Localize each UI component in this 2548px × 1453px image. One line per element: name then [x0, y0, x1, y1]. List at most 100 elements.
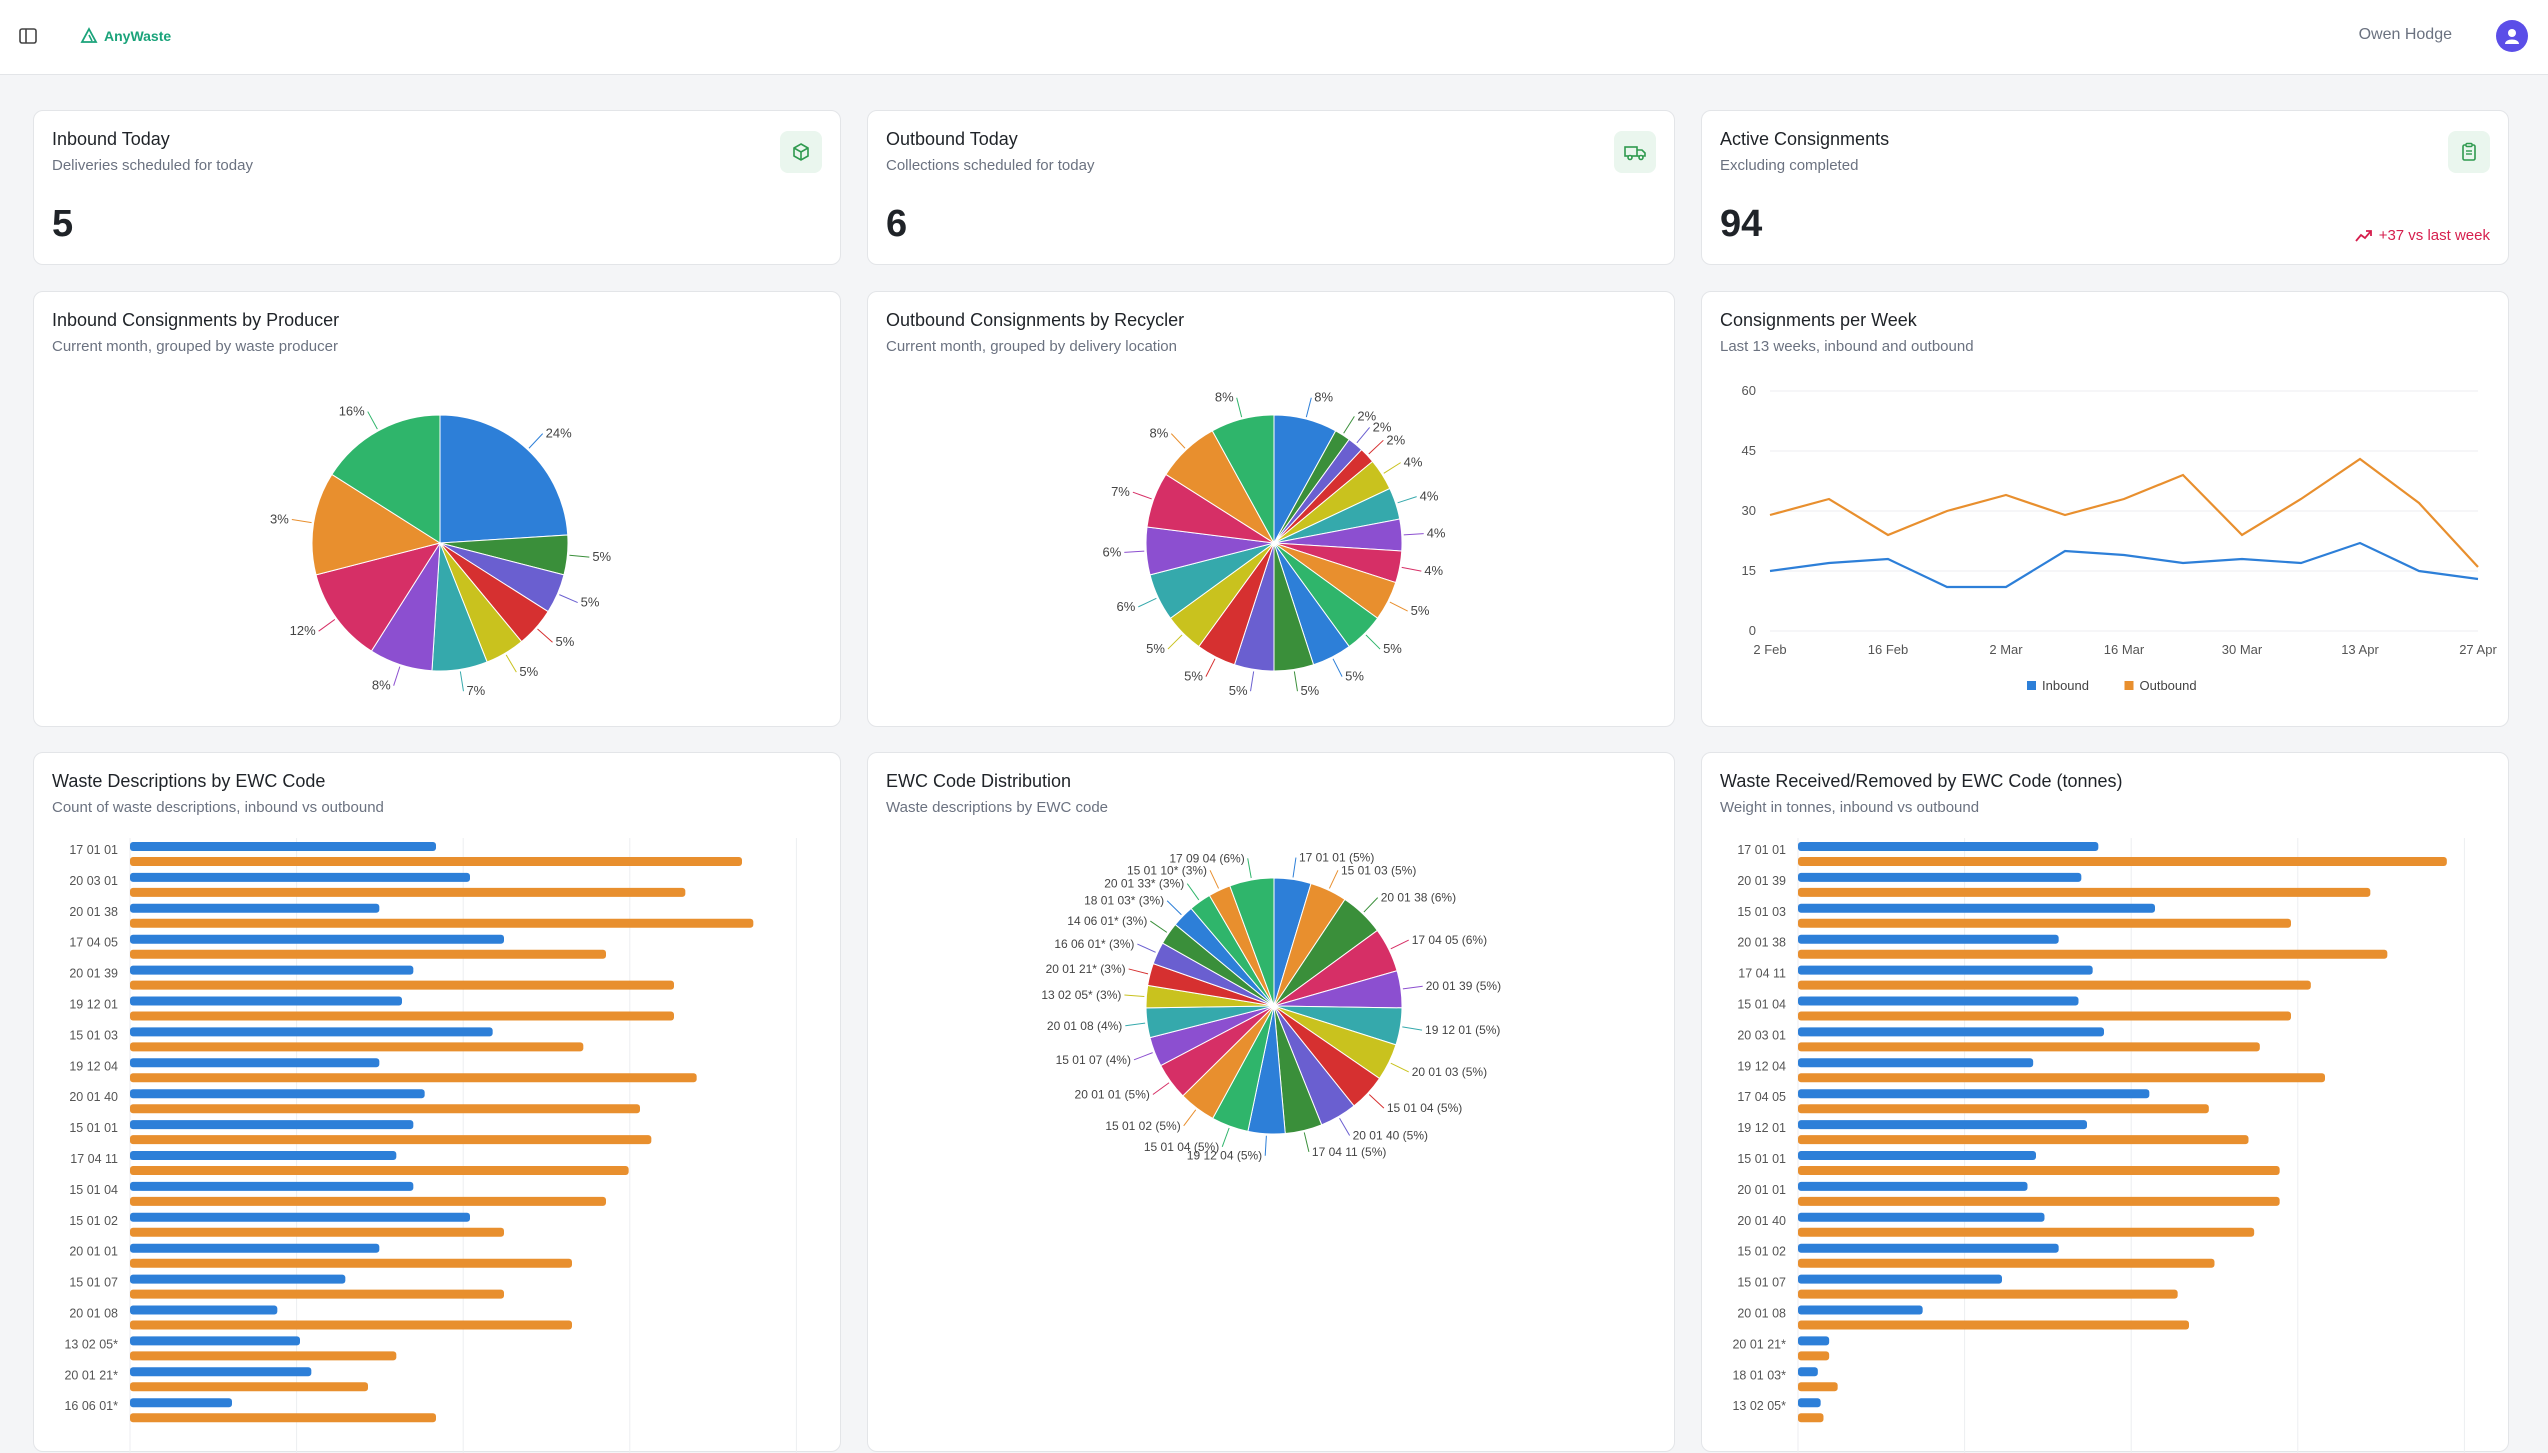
- bar-outbound: [1798, 1382, 1838, 1392]
- bar-inbound: [130, 996, 402, 1006]
- chart-card-recycler: Outbound Consignments by Recycler Curren…: [867, 291, 1675, 727]
- bar-inbound: [1798, 1367, 1818, 1377]
- chart-title: Outbound Consignments by Recycler: [886, 310, 1185, 330]
- category-label: 20 01 01: [69, 1245, 118, 1259]
- pie-label: 5%: [1184, 669, 1203, 684]
- pie-label: 13 02 05* (3%): [1041, 988, 1121, 1002]
- pie-label: 7%: [1111, 484, 1130, 499]
- pie-label-line: [1170, 433, 1186, 449]
- bar-inbound: [1798, 1398, 1821, 1408]
- legend-label: Outbound: [2140, 678, 2197, 693]
- bar-inbound: [1798, 1243, 2059, 1253]
- pie-label-line: [1128, 968, 1149, 975]
- pie-label-line: [1403, 533, 1424, 536]
- stat-card-inbound: Inbound Today Deliveries scheduled for t…: [33, 110, 841, 265]
- bar-outbound: [1798, 857, 2447, 866]
- producer-pie-chart: 24% 5% 5% 5% 5% 7% 8% 12% 3% 16%: [270, 404, 612, 699]
- stat-value: 94: [1720, 203, 1763, 245]
- category-label: 15 01 07: [1737, 1276, 1786, 1290]
- chart-title: Waste Received/Removed by EWC Code (tonn…: [1720, 771, 2123, 791]
- pie-label-line: [1305, 397, 1312, 418]
- pie-label: 19 12 04 (5%): [1187, 1149, 1262, 1163]
- category-label: 13 02 05*: [1732, 1399, 1786, 1413]
- category-label: 15 01 02: [1737, 1245, 1786, 1259]
- x-tick-label: 2 Mar: [1989, 642, 2023, 657]
- stat-title: Inbound Today: [52, 129, 170, 149]
- app-logo[interactable]: AnyWaste: [80, 24, 171, 48]
- chart-title: Inbound Consignments by Producer: [52, 310, 340, 330]
- bar-inbound: [130, 1181, 414, 1191]
- x-tick-label: 2 Feb: [1753, 642, 1786, 657]
- pie-label: 6%: [1102, 544, 1121, 559]
- category-label: 20 01 38: [1737, 936, 1786, 950]
- category-label: 15 01 02: [69, 1214, 118, 1228]
- bar-inbound: [130, 934, 504, 944]
- avatar[interactable]: [2496, 20, 2528, 52]
- pie-label: 16 06 01* (3%): [1054, 937, 1134, 951]
- pie-label-line: [1247, 858, 1252, 879]
- pie-label-line: [1328, 870, 1339, 889]
- pie-label-line: [367, 411, 378, 430]
- bar-inbound: [130, 1027, 493, 1037]
- pie-label: 15 01 03 (5%): [1341, 863, 1416, 877]
- pie-label: 12%: [290, 623, 316, 638]
- pie-label: 4%: [1420, 489, 1439, 504]
- bar-outbound: [130, 1351, 397, 1361]
- bar-outbound: [130, 1166, 629, 1175]
- user-name[interactable]: Owen Hodge: [2358, 26, 2452, 43]
- trend-text: +37 vs last week: [2378, 227, 2490, 244]
- category-label: 19 12 04: [69, 1059, 118, 1073]
- pie-label: 17 01 01 (5%): [1299, 851, 1374, 865]
- pie-label: 16%: [339, 404, 365, 419]
- pie-label-line: [393, 666, 401, 686]
- pie-label-line: [1402, 1026, 1423, 1031]
- sidebar-toggle-icon[interactable]: [17, 25, 39, 47]
- pie-label: 2%: [1386, 432, 1405, 447]
- pie-label: 8%: [372, 678, 391, 693]
- trend-indicator: +37 vs last week: [2354, 227, 2490, 244]
- pie-label-line: [1368, 1094, 1385, 1109]
- pie-label: 18 01 03* (3%): [1084, 894, 1164, 908]
- bar-outbound: [1798, 1042, 2260, 1052]
- pie-label: 17 09 04 (6%): [1169, 851, 1244, 865]
- pie-label-line: [1125, 1022, 1146, 1027]
- pie-slice: [1229, 877, 1275, 1007]
- bar-inbound: [130, 1151, 397, 1160]
- pie-label-line: [1332, 658, 1343, 677]
- pie-label-line: [1303, 1132, 1310, 1152]
- pie-label-line: [1183, 1109, 1197, 1127]
- bar-outbound: [1798, 1227, 2255, 1237]
- bar-inbound: [130, 1089, 425, 1099]
- ewc-distribution-pie-chart: 17 01 01 (5%)15 01 03 (5%) 20 01 38 (6%) 1…: [1041, 851, 1501, 1163]
- bar-inbound: [1798, 1212, 2045, 1222]
- bar-inbound: [1798, 1058, 2034, 1068]
- pie-label: 4%: [1427, 526, 1446, 541]
- bar-inbound: [130, 1120, 414, 1130]
- bar-outbound: [130, 1289, 504, 1299]
- category-label: 19 12 01: [1737, 1121, 1786, 1135]
- bar-outbound: [1798, 918, 2291, 928]
- pie-label: 20 01 21* (3%): [1046, 962, 1126, 976]
- bar-outbound: [130, 857, 742, 866]
- bar-outbound: [1798, 980, 2311, 990]
- pie-slice: [331, 414, 441, 544]
- stat-subtitle: Excluding completed: [1720, 157, 1859, 174]
- pie-label-line: [537, 628, 553, 643]
- y-tick-label: 45: [1742, 443, 1756, 458]
- pie-label-line: [1124, 994, 1145, 997]
- pie-label-line: [1132, 491, 1152, 500]
- stat-title: Outbound Today: [886, 129, 1018, 149]
- pie-label-line: [1124, 550, 1145, 553]
- bar-outbound: [1798, 887, 2371, 897]
- pie-label: 15 01 07 (4%): [1056, 1053, 1131, 1067]
- pie-label-line: [1166, 900, 1182, 916]
- bar-outbound: [130, 1073, 697, 1083]
- pie-label-line: [1363, 897, 1379, 913]
- x-tick-label: 30 Mar: [2222, 642, 2263, 657]
- pie-label: 5%: [1411, 603, 1430, 618]
- pie-label-line: [1383, 462, 1401, 474]
- category-label: 15 01 01: [1737, 1152, 1786, 1166]
- pie-label: 5%: [1146, 641, 1165, 656]
- x-tick-label: 16 Feb: [1868, 642, 1908, 657]
- stat-card-outbound: Outbound Today Collections scheduled for…: [867, 110, 1675, 265]
